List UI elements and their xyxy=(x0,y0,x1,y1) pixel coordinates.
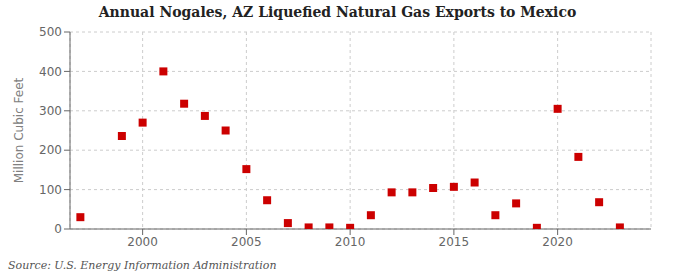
svg-text:Million Cubic Feet: Million Cubic Feet xyxy=(12,77,26,183)
html-text:Source: U.S. Energy Informatio: Source: U.S. Energy Information Administ… xyxy=(8,259,277,272)
svg-text:2020: 2020 xyxy=(542,235,573,249)
svg-text:0: 0 xyxy=(54,222,62,236)
svg-text:300: 300 xyxy=(39,104,62,118)
svg-text:2005: 2005 xyxy=(231,235,262,249)
html-text:Annual Nogales, AZ Liquefied N: Annual Nogales, AZ Liquefied Natural Gas… xyxy=(98,4,577,20)
svg-text:100: 100 xyxy=(39,183,62,197)
svg-text:500: 500 xyxy=(39,25,62,39)
svg-text:400: 400 xyxy=(39,65,62,79)
svg-text:200: 200 xyxy=(39,143,62,157)
svg-text:2010: 2010 xyxy=(335,235,366,249)
svg-text:2015: 2015 xyxy=(439,235,470,249)
svg-text:2000: 2000 xyxy=(127,235,158,249)
